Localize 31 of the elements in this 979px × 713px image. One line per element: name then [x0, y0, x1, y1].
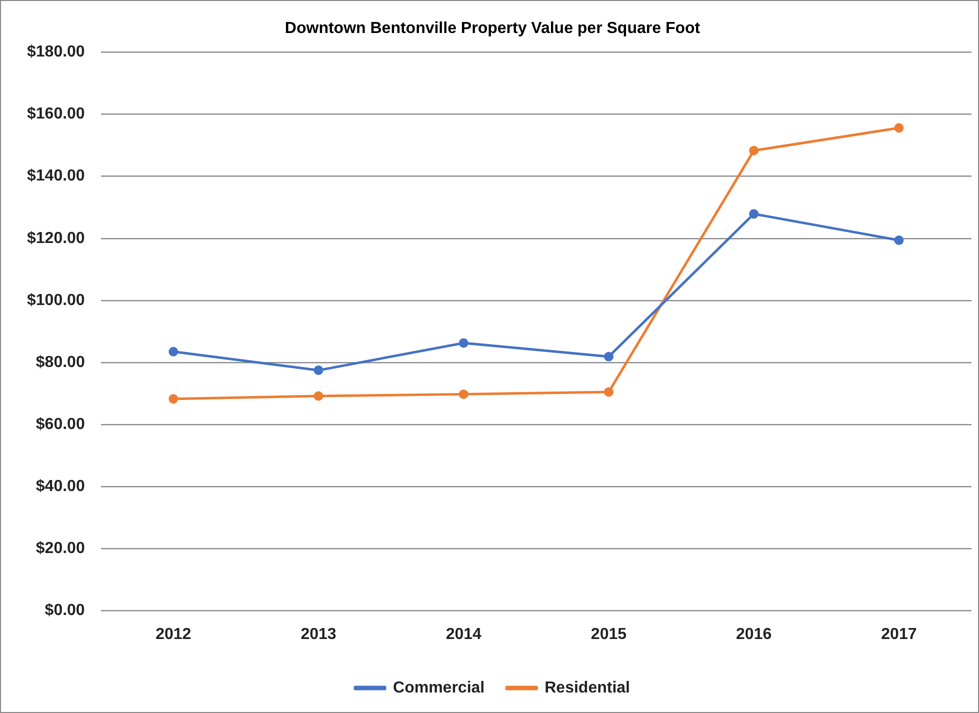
point [894, 236, 904, 246]
y-tick-label: $20.00 [36, 540, 85, 558]
point [458, 338, 468, 348]
point [749, 146, 759, 156]
point [314, 366, 324, 376]
point [168, 394, 178, 404]
x-tick-label: 2013 [300, 626, 336, 643]
point [314, 391, 324, 401]
y-tick-label: $180.00 [26, 44, 85, 61]
x-tick-label: 2015 [590, 626, 627, 643]
point [604, 387, 614, 397]
y-tick-label: $160.00 [26, 106, 85, 123]
y-tick-label: $140.00 [26, 168, 85, 185]
x-tick-label: 2014 [446, 626, 482, 643]
y-tick-label: $0.00 [44, 602, 85, 620]
x-tick-label: 2016 [736, 626, 772, 643]
chart-title: Downtown Bentonville Property Value per Square Foot [284, 20, 701, 38]
legend-label: Residential [544, 679, 630, 696]
point [168, 346, 178, 356]
y-tick-label: $120.00 [26, 230, 85, 247]
y-tick-label: $100.00 [26, 292, 85, 309]
y-tick-label: $40.00 [36, 478, 85, 496]
legend-label: Commercial [393, 679, 485, 696]
y-tick-label: $80.00 [36, 354, 85, 371]
x-tick-label: 2012 [156, 626, 192, 643]
point [604, 352, 614, 362]
y-tick-label: $60.00 [36, 416, 85, 434]
x-tick-label: 2017 [881, 626, 917, 643]
point [749, 209, 759, 219]
point [458, 389, 468, 399]
point [894, 123, 904, 133]
